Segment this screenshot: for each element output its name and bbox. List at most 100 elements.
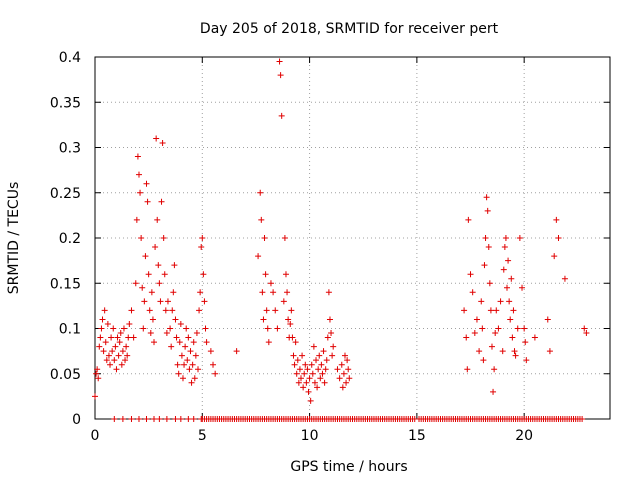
- data-point: [292, 339, 299, 346]
- data-point: [310, 343, 317, 350]
- data-point: [188, 379, 195, 386]
- data-point: [139, 284, 146, 291]
- data-point: [140, 325, 147, 332]
- data-point: [201, 298, 208, 305]
- data-point: [176, 339, 183, 346]
- data-point: [523, 357, 530, 364]
- data-point: [330, 343, 337, 350]
- data-point: [145, 271, 152, 278]
- data-point: [491, 366, 498, 373]
- data-point: [508, 275, 515, 282]
- data-point: [345, 366, 352, 373]
- data-point: [289, 334, 296, 341]
- x-tick-label: 15: [408, 428, 426, 444]
- data-point: [465, 216, 472, 223]
- data-point: [579, 416, 586, 422]
- data-point: [507, 316, 514, 323]
- data-point: [119, 348, 126, 355]
- data-point: [317, 375, 324, 382]
- data-point: [153, 135, 160, 142]
- x-tick-label: 5: [198, 428, 207, 444]
- data-point: [469, 289, 476, 296]
- data-point: [190, 416, 197, 422]
- data-point: [304, 366, 311, 373]
- data-point: [187, 348, 194, 355]
- data-point: [128, 307, 135, 314]
- data-point: [184, 357, 191, 364]
- data-point: [193, 330, 200, 337]
- data-point: [212, 370, 219, 377]
- data-point: [324, 334, 331, 341]
- data-point: [143, 180, 150, 187]
- data-point: [132, 280, 139, 287]
- data-point: [162, 307, 169, 314]
- data-point: [117, 330, 124, 337]
- data-point: [107, 361, 114, 368]
- data-point: [261, 235, 268, 241]
- data-point: [313, 357, 320, 364]
- data-point: [531, 334, 538, 341]
- data-point: [553, 216, 560, 223]
- data-point: [156, 280, 163, 287]
- data-point: [316, 352, 323, 359]
- data-point: [181, 361, 188, 368]
- data-point: [511, 348, 518, 355]
- data-point: [506, 298, 513, 305]
- data-point: [260, 316, 267, 323]
- data-point: [101, 307, 108, 314]
- data-point: [135, 416, 142, 422]
- data-point: [502, 235, 509, 241]
- data-point: [262, 271, 269, 278]
- data-point: [185, 416, 192, 422]
- data-point: [172, 416, 179, 422]
- data-point: [321, 379, 328, 386]
- data-point: [326, 316, 333, 323]
- y-tick-label: 0.15: [50, 276, 81, 292]
- data-point: [309, 370, 316, 377]
- data-point: [482, 235, 489, 241]
- data-point: [500, 266, 507, 273]
- data-point: [203, 339, 210, 346]
- data-point: [255, 253, 262, 260]
- data-point: [501, 244, 508, 251]
- data-point: [278, 112, 285, 119]
- data-point: [481, 262, 488, 269]
- data-point: [338, 361, 345, 368]
- y-tick-label: 0: [72, 412, 81, 428]
- data-point: [125, 334, 132, 341]
- data-point: [561, 275, 568, 282]
- data-point: [522, 339, 529, 346]
- data-point: [341, 352, 348, 359]
- data-point: [325, 289, 332, 296]
- data-point: [183, 325, 190, 332]
- y-tick-label: 0.1: [59, 322, 81, 338]
- data-point: [274, 325, 281, 332]
- data-point: [290, 352, 297, 359]
- data-point: [546, 348, 553, 355]
- data-point: [281, 235, 288, 241]
- data-point: [583, 330, 590, 337]
- data-point: [151, 339, 158, 346]
- data-point: [191, 375, 198, 382]
- data-point: [514, 325, 521, 332]
- data-point: [464, 366, 471, 373]
- chart-title: Day 205 of 2018, SRMTID for receiver per…: [200, 21, 499, 37]
- data-point: [555, 235, 562, 241]
- data-point: [340, 370, 347, 377]
- data-point: [174, 361, 181, 368]
- data-point: [177, 416, 184, 422]
- data-point: [318, 361, 325, 368]
- data-point: [486, 280, 493, 287]
- data-point: [195, 366, 201, 373]
- data-point: [113, 366, 120, 373]
- data-point: [315, 366, 322, 373]
- axis-ticks: [94, 56, 610, 420]
- data-point: [509, 334, 516, 341]
- data-point: [480, 357, 487, 364]
- data-point: [157, 298, 164, 305]
- data-point: [467, 271, 474, 278]
- data-point: [116, 339, 123, 346]
- data-point: [159, 139, 166, 146]
- data-point: [95, 375, 102, 382]
- data-point: [293, 370, 300, 377]
